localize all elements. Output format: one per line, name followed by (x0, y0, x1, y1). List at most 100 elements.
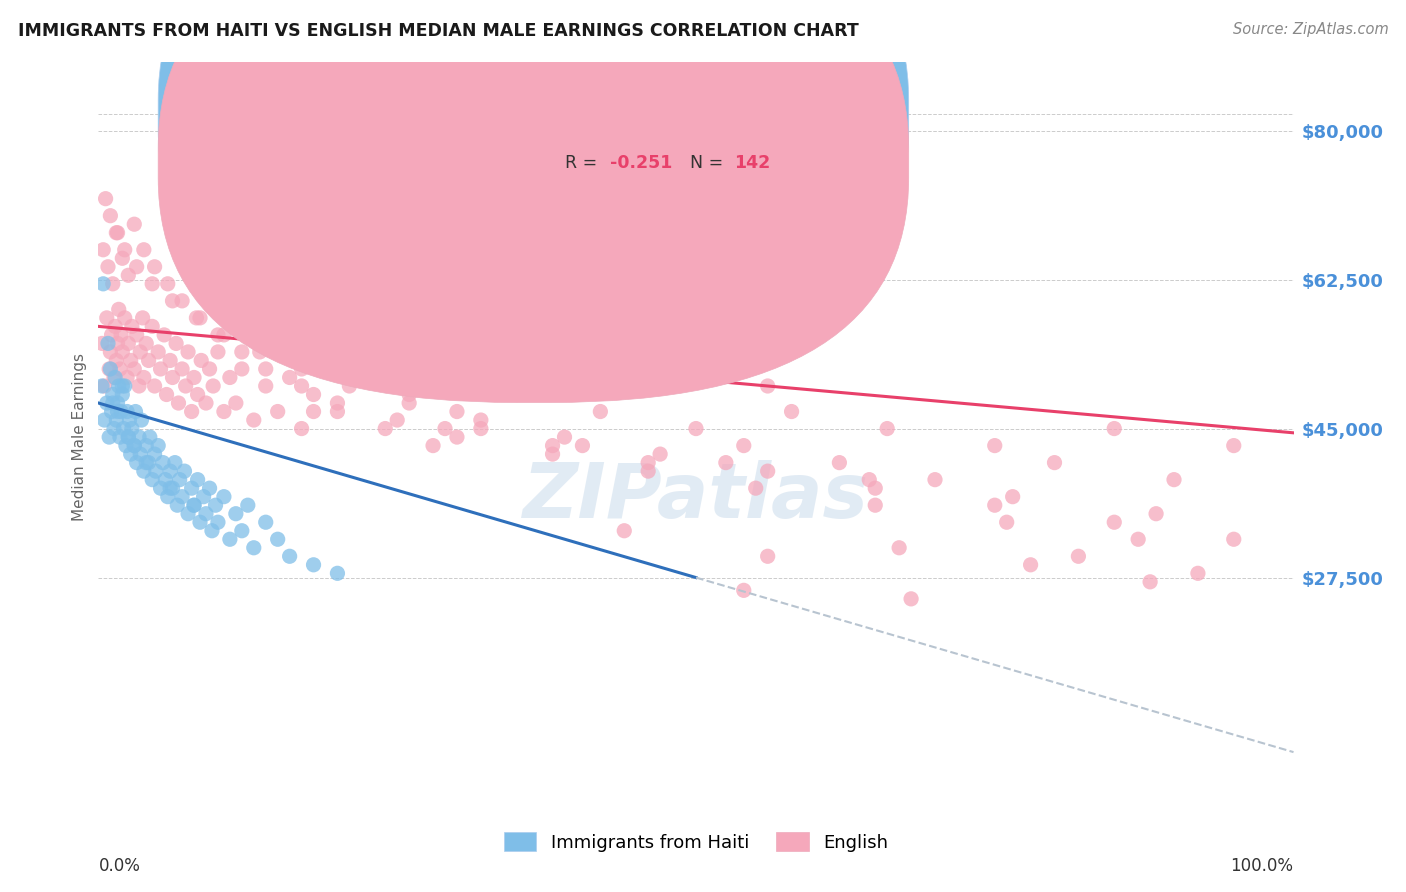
Point (110, 327, 132, 342)
Point (177, 345, 200, 359)
Point (267, 404, 290, 418)
Point (120, 353, 142, 368)
Point (984, 439, 1007, 453)
Point (135, 439, 157, 453)
Point (188, 310, 211, 325)
Point (195, 507, 218, 521)
Point (302, 404, 325, 418)
Point (104, 370, 127, 384)
Point (254, 362, 277, 376)
Point (374, 421, 396, 435)
Point (231, 362, 253, 376)
Point (105, 226, 128, 240)
Point (132, 243, 155, 257)
Point (589, 404, 612, 418)
Point (350, 370, 373, 384)
Point (876, 421, 898, 435)
Point (865, 481, 887, 495)
Point (506, 387, 529, 401)
Point (153, 327, 176, 342)
Point (112, 421, 135, 435)
Point (117, 268, 139, 283)
Point (278, 370, 301, 384)
Point (159, 353, 181, 368)
Point (169, 473, 191, 487)
Point (541, 439, 564, 453)
Point (714, 456, 737, 470)
Point (115, 404, 138, 418)
Point (188, 515, 211, 529)
Point (243, 541, 266, 555)
Point (98, 362, 122, 376)
Point (124, 439, 146, 453)
Point (1187, 566, 1209, 581)
Point (1163, 473, 1185, 487)
Point (111, 345, 134, 359)
Point (302, 387, 325, 401)
Point (131, 413, 153, 427)
Point (120, 447, 142, 461)
Point (225, 396, 247, 410)
Point (139, 430, 162, 444)
Point (91, 379, 114, 393)
Point (1139, 574, 1161, 589)
Point (129, 345, 152, 359)
Point (231, 524, 253, 538)
Point (172, 293, 194, 308)
Text: 80: 80 (734, 106, 758, 124)
Point (143, 260, 166, 274)
Point (148, 439, 170, 453)
Point (204, 498, 226, 512)
Point (470, 421, 492, 435)
Point (138, 353, 160, 368)
Point (108, 362, 131, 376)
Point (236, 498, 259, 512)
Point (756, 549, 779, 564)
FancyBboxPatch shape (159, 0, 908, 355)
Text: Source: ZipAtlas.com: Source: ZipAtlas.com (1233, 22, 1389, 37)
Point (291, 421, 314, 435)
Point (98, 430, 121, 444)
Point (398, 396, 420, 410)
Point (155, 473, 177, 487)
Point (446, 404, 468, 418)
Point (124, 362, 146, 376)
Point (1043, 456, 1066, 470)
Point (148, 345, 170, 359)
Point (97, 336, 120, 351)
Point (1223, 439, 1246, 453)
Point (254, 379, 277, 393)
Point (1067, 549, 1090, 564)
Point (141, 319, 163, 334)
Point (780, 404, 803, 418)
Point (94, 192, 117, 206)
Point (108, 430, 131, 444)
Point (100, 327, 122, 342)
Point (132, 464, 155, 478)
Point (129, 447, 152, 461)
Point (155, 387, 177, 401)
Point (1104, 515, 1126, 529)
Point (219, 533, 242, 547)
Point (186, 310, 208, 325)
Point (101, 387, 124, 401)
Point (183, 498, 205, 512)
Point (470, 413, 492, 427)
Point (900, 591, 922, 606)
Point (117, 430, 139, 444)
Point (858, 473, 880, 487)
Point (103, 421, 125, 435)
Point (132, 370, 155, 384)
Point (111, 379, 134, 393)
Point (174, 379, 197, 393)
Point (138, 456, 160, 470)
Point (124, 217, 146, 231)
Text: R =: R = (565, 153, 602, 172)
Point (195, 396, 218, 410)
Point (107, 404, 129, 418)
Point (183, 370, 205, 384)
Point (187, 387, 209, 401)
Point (118, 413, 141, 427)
Point (571, 439, 593, 453)
Point (111, 252, 134, 266)
